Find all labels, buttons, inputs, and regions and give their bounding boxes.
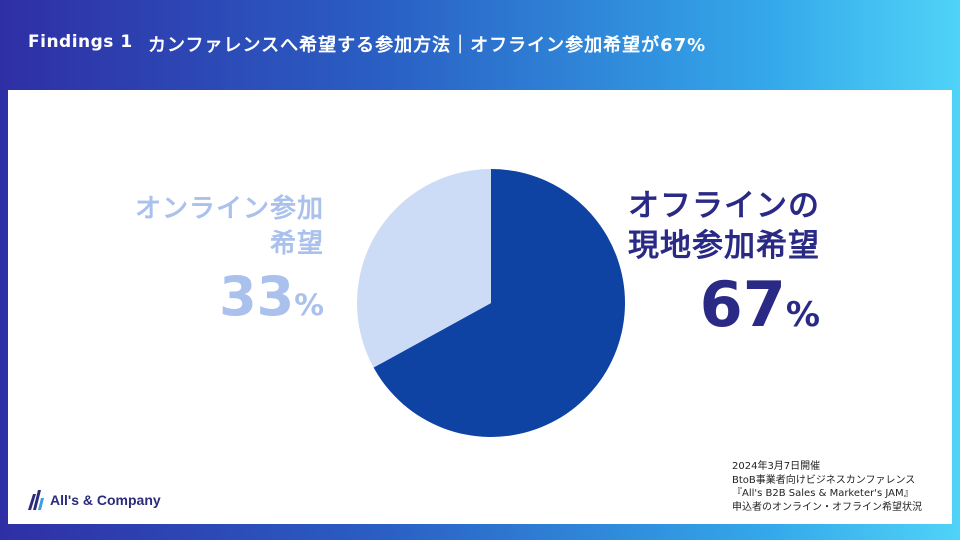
logo-text: All's & Company bbox=[50, 492, 161, 508]
source-line-event-type: BtoB事業者向けビジネスカンファレンス bbox=[732, 474, 916, 486]
source-line-date: 2024年3月7日開催 bbox=[732, 461, 821, 472]
header: Findings 1 カンファレンスへ希望する参加方法｜オフライン参加希望が67… bbox=[0, 0, 960, 90]
online-percent-number: 33 bbox=[219, 265, 295, 328]
pie-slice-offline bbox=[373, 169, 625, 437]
online-label-name: オンライン参加希望 bbox=[134, 194, 324, 259]
offline-label: オフラインの 現地参加希望 67% bbox=[628, 186, 820, 350]
company-logo: All's & Company bbox=[28, 490, 161, 510]
online-label-value: 33% bbox=[134, 266, 324, 337]
chart-card: オンライン参加希望 33% オフラインの 現地参加希望 67% 2024年3月7日… bbox=[8, 90, 952, 524]
offline-percent-sign: % bbox=[785, 295, 820, 335]
online-percent-sign: % bbox=[294, 288, 324, 323]
online-label: オンライン参加希望 33% bbox=[134, 192, 324, 337]
offline-label-name: オフラインの 現地参加希望 bbox=[628, 188, 820, 264]
pie-slice-online bbox=[357, 169, 491, 368]
offline-label-value: 67% bbox=[628, 270, 820, 350]
findings-label: Findings 1 bbox=[28, 32, 133, 52]
headline: カンファレンスへ希望する参加方法｜オフライン参加希望が67% bbox=[148, 35, 707, 56]
source-note: 2024年3月7日開催 BtoB事業者向けビジネスカンファレンス 『All's … bbox=[732, 460, 922, 514]
pie-chart bbox=[357, 169, 625, 437]
logo-mark-icon bbox=[28, 490, 44, 510]
source-line-event-name: 『All's B2B Sales & Marketer's JAM』 bbox=[732, 488, 914, 499]
source-line-description: 申込者のオンライン・オフライン希望状況 bbox=[732, 501, 922, 513]
offline-percent-number: 67 bbox=[699, 268, 786, 341]
